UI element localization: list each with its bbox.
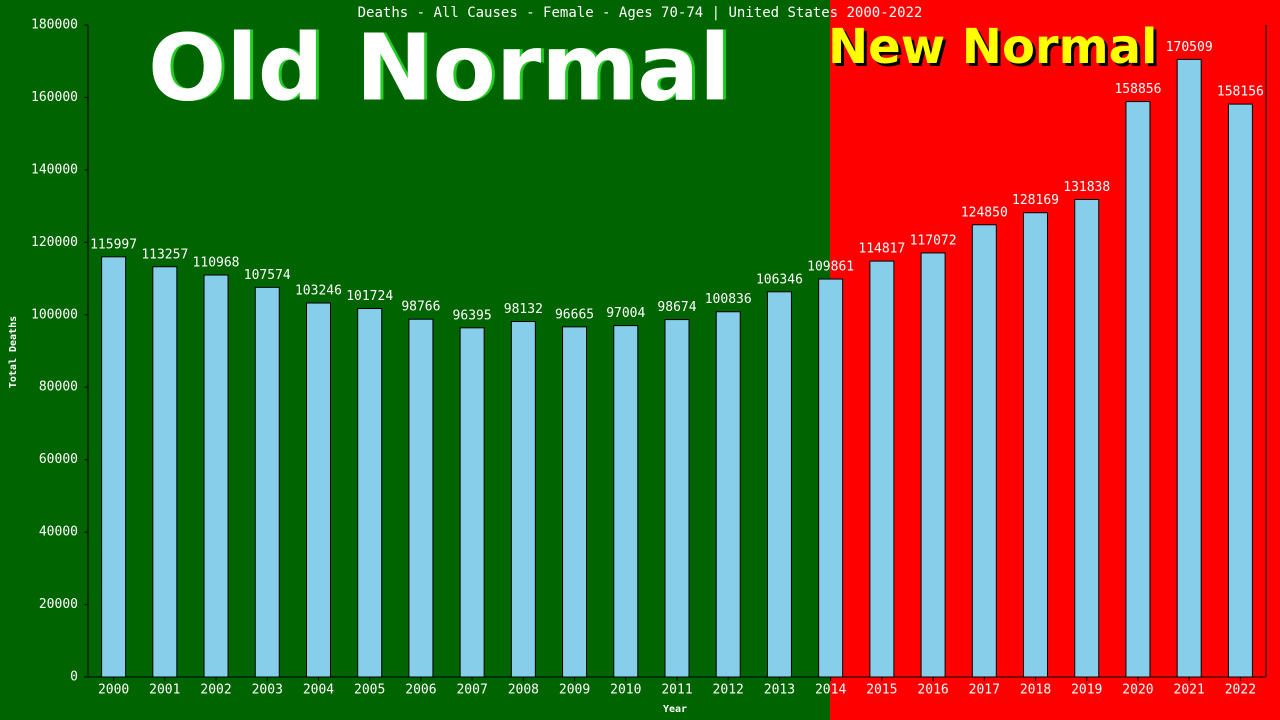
value-label: 107574 [244,268,291,283]
bar [1125,101,1151,678]
x-tick-label: 2012 [713,683,744,698]
y-tick-label: 80000 [39,380,78,395]
x-tick-label: 2021 [1174,683,1205,698]
bar [920,252,946,678]
value-label: 96665 [555,307,594,322]
bar [1227,103,1253,678]
value-label: 97004 [606,306,645,321]
bar [152,266,178,678]
x-tick-label: 2009 [559,683,590,698]
y-tick-label: 120000 [31,235,78,250]
bar [254,286,280,678]
x-tick-label: 2007 [456,683,487,698]
value-label: 109861 [807,260,854,275]
bar [459,327,485,678]
x-tick-label: 2019 [1071,683,1102,698]
y-tick-label: 60000 [39,452,78,467]
value-label: 170509 [1166,40,1213,55]
x-axis-label: Year [663,704,687,715]
value-label: 110968 [193,256,240,271]
x-tick-label: 2006 [405,683,436,698]
x-tick-label: 2022 [1225,683,1256,698]
chart-title: Deaths - All Causes - Female - Ages 70-7… [358,5,923,21]
old-normal-shadow: Old Normal [151,14,734,121]
value-label: 158856 [1114,82,1161,97]
bar [971,224,997,678]
value-label: 98132 [504,302,543,317]
new-normal-region [830,0,1280,720]
x-tick-label: 2000 [98,683,129,698]
value-label: 115997 [90,237,137,252]
value-label: 158156 [1217,85,1264,100]
bar [305,302,331,678]
bar [869,260,895,678]
x-tick-label: 2002 [200,683,231,698]
x-tick-label: 2005 [354,683,385,698]
x-tick-label: 2020 [1122,683,1153,698]
y-tick-label: 0 [70,670,78,685]
value-label: 114817 [858,242,905,257]
y-tick-label: 20000 [39,597,78,612]
x-tick-label: 2004 [303,683,334,698]
bar [101,256,127,678]
y-axis-label: Total Deaths [8,316,19,388]
value-label: 117072 [910,233,957,248]
bar [766,291,792,678]
bar [1176,58,1202,678]
bar [715,311,741,678]
new-normal-shadow: New Normal [831,22,1160,78]
x-tick-label: 2017 [969,683,1000,698]
x-tick-label: 2015 [866,683,897,698]
bar [1074,198,1100,678]
y-tick-label: 180000 [31,18,78,33]
y-tick-label: 40000 [39,525,78,540]
y-tick-label: 100000 [31,307,78,322]
value-label: 101724 [346,289,393,304]
bar [818,278,844,678]
x-tick-label: 2013 [764,683,795,698]
value-label: 103246 [295,284,342,299]
value-label: 96395 [453,308,492,323]
bar [1023,212,1049,678]
bar [562,326,588,678]
bar [357,308,383,678]
value-label: 131838 [1063,180,1110,195]
bar [408,318,434,678]
x-tick-label: 2016 [917,683,948,698]
bar [613,325,639,678]
value-label: 100836 [705,292,752,307]
x-tick-label: 2010 [610,683,641,698]
x-tick-label: 2018 [1020,683,1051,698]
value-label: 124850 [961,205,1008,220]
bar [203,274,229,678]
value-label: 128169 [1012,193,1059,208]
x-tick-label: 2003 [252,683,283,698]
bar [664,319,690,678]
x-tick-label: 2011 [661,683,692,698]
value-label: 98674 [657,300,696,315]
value-label: 106346 [756,272,803,287]
value-label: 113257 [141,247,188,262]
x-tick-label: 2001 [149,683,180,698]
y-tick-label: 140000 [31,162,78,177]
x-tick-label: 2008 [508,683,539,698]
x-tick-label: 2014 [815,683,846,698]
value-label: 98766 [401,300,440,315]
bar [510,321,536,678]
new-normal-label: New Normal [828,19,1157,75]
y-tick-label: 160000 [31,90,78,105]
old-normal-label: Old Normal [148,14,731,121]
